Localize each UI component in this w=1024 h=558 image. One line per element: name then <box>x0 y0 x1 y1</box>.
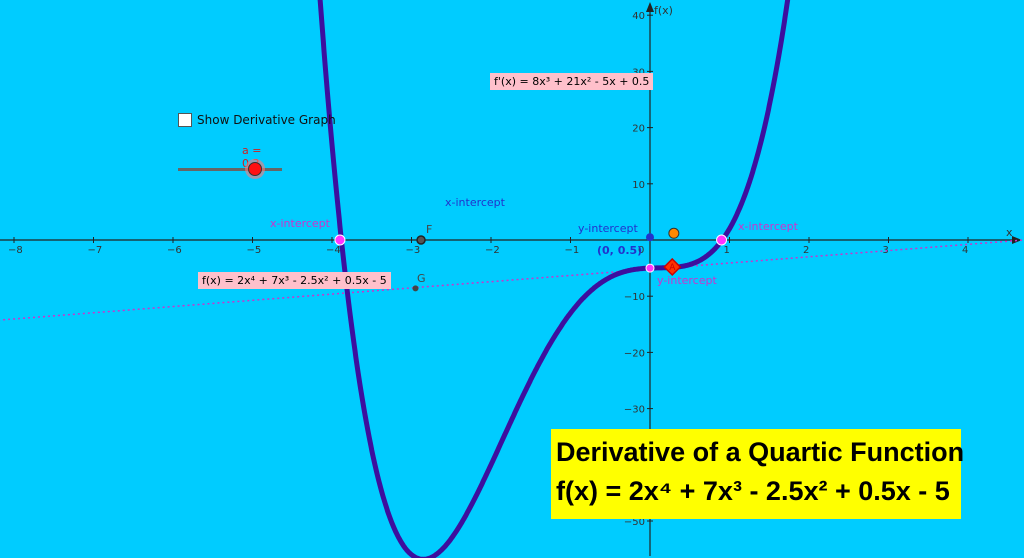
y-tick-label: 30 <box>632 67 645 78</box>
x-intercept-point-right[interactable] <box>716 234 728 246</box>
y-tick-label: −20 <box>624 348 645 359</box>
point-G-label: G <box>417 272 426 285</box>
point-G[interactable] <box>412 285 419 292</box>
tangent-line <box>0 239 1024 321</box>
show-derivative-label[interactable]: Show Derivative Graph <box>197 113 336 127</box>
title-box: Derivative of a Quartic Function f(x) = … <box>551 429 965 519</box>
point-A-label: A <box>669 263 676 273</box>
point-F-label: F <box>426 223 432 236</box>
title-formula: f(x) = 2x⁴ + 7x³ - 2.5x² + 0.5x - 5 <box>556 476 950 506</box>
a-slider[interactable]: a = 0.3 <box>178 142 282 182</box>
y-tick-label: 10 <box>632 180 645 191</box>
y-axis-arrow <box>646 2 654 12</box>
point-coordinate-label: (0, 0.5) <box>597 244 642 257</box>
x-intercept-label-left: x-intercept <box>270 217 331 230</box>
x-tick-label: −2 <box>485 245 500 256</box>
slider-point[interactable] <box>668 227 680 239</box>
function-formula-box[interactable]: f(x) = 2x⁴ + 7x³ - 2.5x² + 0.5x - 5 <box>198 272 391 289</box>
x-tick-label: −1 <box>565 245 580 256</box>
x-axis-arrow <box>1012 236 1022 244</box>
y-tick-label: −50 <box>624 517 645 528</box>
tick-layer: −8−7−6−5−4−3−2−10123440302010−10−20−30−5… <box>8 11 969 528</box>
point-A[interactable] <box>663 257 682 277</box>
derivative-formula-box[interactable]: f'(x) = 8x³ + 21x² - 5x + 0.5 <box>490 73 654 90</box>
x-intercept-point-left[interactable] <box>334 234 346 246</box>
x-tick-label: −5 <box>247 245 262 256</box>
y-intercept-point[interactable] <box>646 233 654 242</box>
y-axis-label: f(x) <box>654 4 673 17</box>
show-derivative-checkbox[interactable] <box>178 113 192 127</box>
y-tick-label: −30 <box>624 405 645 416</box>
x-tick-label: 2 <box>803 245 809 256</box>
show-derivative-checkbox-row[interactable]: Show Derivative Graph <box>178 113 336 127</box>
x-tick-label: −6 <box>167 245 182 256</box>
y-tick-label: 20 <box>632 124 645 135</box>
a-slider-knob[interactable] <box>248 162 262 176</box>
point-F[interactable] <box>416 235 426 245</box>
x-tick-label: −3 <box>406 245 421 256</box>
x-tick-label: 4 <box>962 245 968 256</box>
x-intercept-label-right: x-intercept <box>738 220 799 233</box>
x-tick-label: 0 <box>638 245 644 256</box>
y-intercept-label-bottom: y-intercept <box>657 274 717 287</box>
y-tick-label: −10 <box>624 292 645 303</box>
x-tick-label: −4 <box>326 245 341 256</box>
y-tick-label: 40 <box>632 11 645 22</box>
x-tick-label: −8 <box>8 245 23 256</box>
y-intercept-label-top: y-intercept <box>578 222 638 235</box>
curve-y-intercept-point[interactable] <box>645 263 655 273</box>
x-tick-label: −7 <box>88 245 103 256</box>
x-intercept-label-mid: x-intercept <box>445 196 506 209</box>
x-tick-label: 1 <box>724 245 730 256</box>
a-slider-track[interactable] <box>178 168 282 171</box>
title-heading: Derivative of a Quartic Function <box>556 437 965 467</box>
x-axis-label: x <box>1006 226 1013 239</box>
